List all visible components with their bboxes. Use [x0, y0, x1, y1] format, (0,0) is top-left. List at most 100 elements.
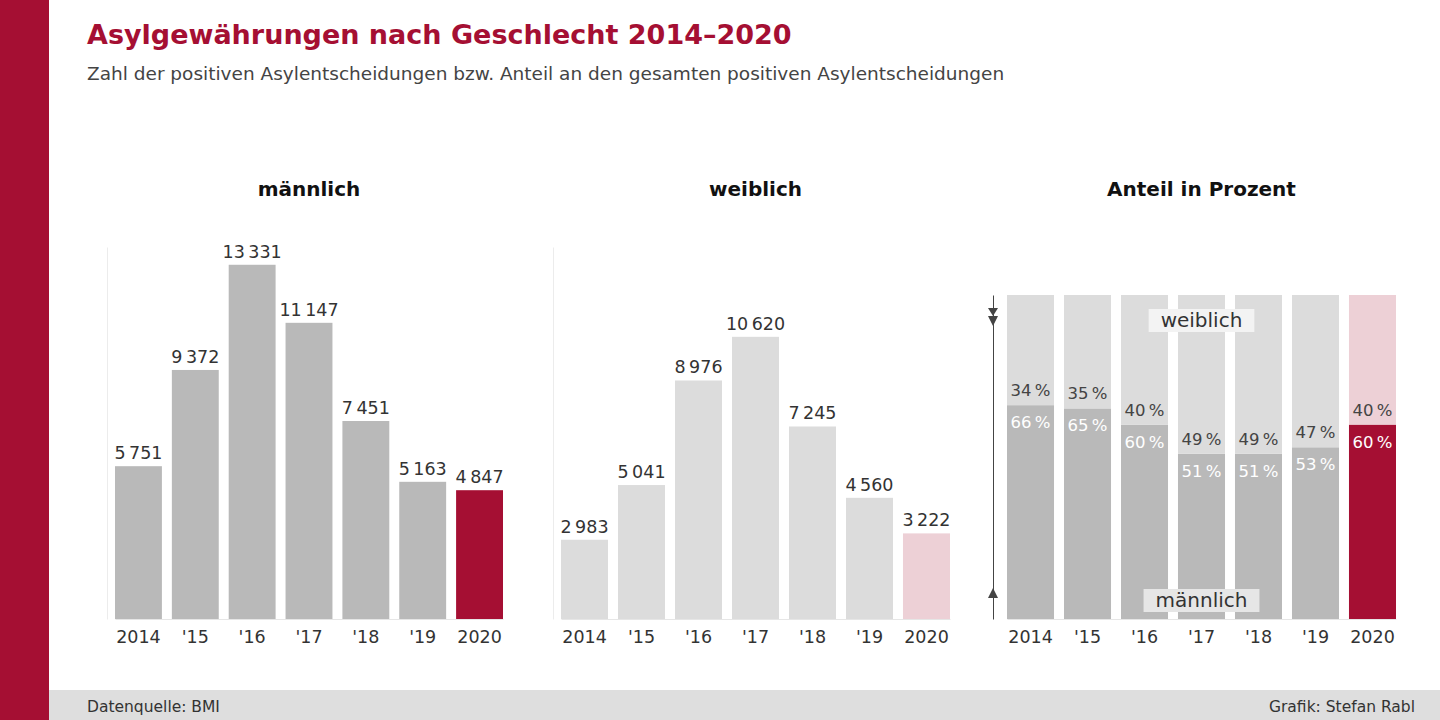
x-tick-label: '16	[1131, 627, 1158, 647]
x-axis: 2014'15'16'17'18'192020	[116, 620, 504, 648]
footer-band	[49, 690, 1440, 720]
x-tick: '19	[856, 627, 883, 647]
x-tick: '16	[1131, 627, 1158, 647]
data-label: 66 %	[1011, 413, 1051, 432]
panel-title: männlich	[258, 177, 361, 201]
x-tick-label: 2014	[562, 627, 607, 647]
x-tick: '16	[239, 627, 266, 647]
x-tick-label: '18	[799, 627, 826, 647]
data-label: 51 %	[1239, 462, 1279, 481]
x-tick-label: 2014	[116, 627, 161, 647]
data-labels: 2 9835 0418 97610 6207 2454 5603 222	[560, 314, 950, 537]
bar	[561, 540, 608, 619]
bar	[846, 498, 893, 619]
source-note: Datenquelle: BMI	[87, 698, 220, 716]
data-label: 4 847	[456, 467, 504, 487]
x-tick: 2020	[904, 627, 949, 647]
panel-title: Anteil in Prozent	[1107, 177, 1296, 201]
data-label: 11 147	[279, 300, 338, 320]
data-label: 40 %	[1352, 401, 1392, 420]
series-name: weiblich	[1161, 308, 1243, 332]
x-tick-label: '17	[1188, 627, 1215, 647]
bars	[115, 265, 503, 619]
data-label: 60 %	[1352, 433, 1392, 452]
x-tick: '18	[1245, 627, 1272, 647]
data-label: 65 %	[1068, 416, 1108, 435]
data-label: 40 %	[1125, 401, 1165, 420]
data-label: 53 %	[1296, 455, 1336, 474]
bar	[789, 426, 836, 619]
chart-panel: männlich 5 751 9 372 13 331 11 147 7 451 5 163…	[108, 177, 504, 647]
x-tick-label: '18	[1245, 627, 1272, 647]
series-name: männlich	[1156, 588, 1248, 612]
x-tick-label: '16	[685, 627, 712, 647]
data-label: 3 222	[902, 510, 950, 530]
x-tick: 2014	[562, 627, 607, 647]
panel-title: weiblich	[709, 177, 802, 201]
x-axis: 2014 '15 '16 '17 '18 '19 2020	[562, 620, 951, 648]
x-tick-label: 2020	[904, 627, 949, 647]
data-label: 5 041	[617, 462, 665, 482]
data-label: 35 %	[1068, 384, 1108, 403]
bars	[561, 337, 950, 619]
series-label-bg	[1149, 309, 1255, 332]
bar	[903, 533, 950, 619]
bars	[1007, 295, 1396, 619]
data-label: 5 751	[114, 443, 162, 463]
x-tick: 2014	[1008, 627, 1053, 647]
x-tick: 2020	[1350, 627, 1395, 647]
series-label: weiblich	[1149, 308, 1255, 332]
stacked-bar	[1007, 405, 1054, 619]
x-tick-label: '19	[409, 627, 436, 647]
chart-panel: weiblich2 9835 0418 97610 6207 2454 5603…	[554, 177, 951, 647]
x-tick-label: '15	[1074, 627, 1101, 647]
bar	[115, 466, 162, 619]
x-tick: '16	[685, 627, 712, 647]
bar	[732, 337, 779, 619]
data-label: 2 983	[560, 517, 608, 537]
stacked-bar	[1349, 295, 1396, 425]
bar	[675, 380, 722, 619]
data-label: 4 560	[845, 475, 893, 495]
data-label: 13 331	[223, 242, 282, 262]
data-label: 47 %	[1296, 423, 1336, 442]
y-axis	[993, 296, 994, 620]
side-stripe	[0, 0, 49, 720]
series-label-bg	[1144, 589, 1260, 612]
data-label: 60 %	[1125, 433, 1165, 452]
stacked-bar	[1064, 408, 1111, 619]
y-axis	[553, 248, 554, 620]
credit-note: Grafik: Stefan Rabl	[1269, 698, 1415, 716]
chart-page: Asylgewährungen nach Geschlecht 2014–202…	[0, 0, 1440, 720]
stacked-bar	[1349, 425, 1396, 619]
data-label: 9 372	[171, 347, 219, 367]
x-axis-line	[562, 619, 951, 620]
bar	[618, 485, 665, 619]
x-tick: '15	[628, 627, 655, 647]
x-tick: 2014	[116, 627, 161, 647]
data-label: 7 451	[342, 398, 390, 418]
x-tick: '17	[295, 627, 322, 647]
x-tick-label: '19	[1302, 627, 1329, 647]
x-tick: '18	[352, 627, 379, 647]
x-tick-label: '15	[182, 627, 209, 647]
x-tick: '19	[409, 627, 436, 647]
y-axis	[107, 248, 108, 620]
data-label: 5 163	[399, 459, 447, 479]
x-tick-label: '17	[742, 627, 769, 647]
data-label: 49 %	[1239, 430, 1279, 449]
x-tick: '19	[1302, 627, 1329, 647]
x-axis-line	[116, 619, 504, 620]
stacked-bar	[1064, 295, 1111, 408]
series-label: männlich	[1144, 588, 1260, 612]
y-axis-line	[553, 248, 554, 620]
data-labels: 66 %65 %60 %51 %51 %53 %60 %34 %35 %40 %…	[1011, 381, 1393, 481]
chart-panel: Anteil in Prozent66 %65 %60 %51 %51 %53 …	[988, 177, 1397, 647]
data-label: 8 976	[674, 357, 722, 377]
stacked-bar	[1007, 295, 1054, 405]
stacked-bar	[1292, 295, 1339, 447]
bar	[229, 265, 276, 619]
page-subtitle: Zahl der positiven Asylentscheidungen bz…	[87, 63, 1004, 84]
x-tick-label: '18	[352, 627, 379, 647]
x-tick-label: '17	[295, 627, 322, 647]
